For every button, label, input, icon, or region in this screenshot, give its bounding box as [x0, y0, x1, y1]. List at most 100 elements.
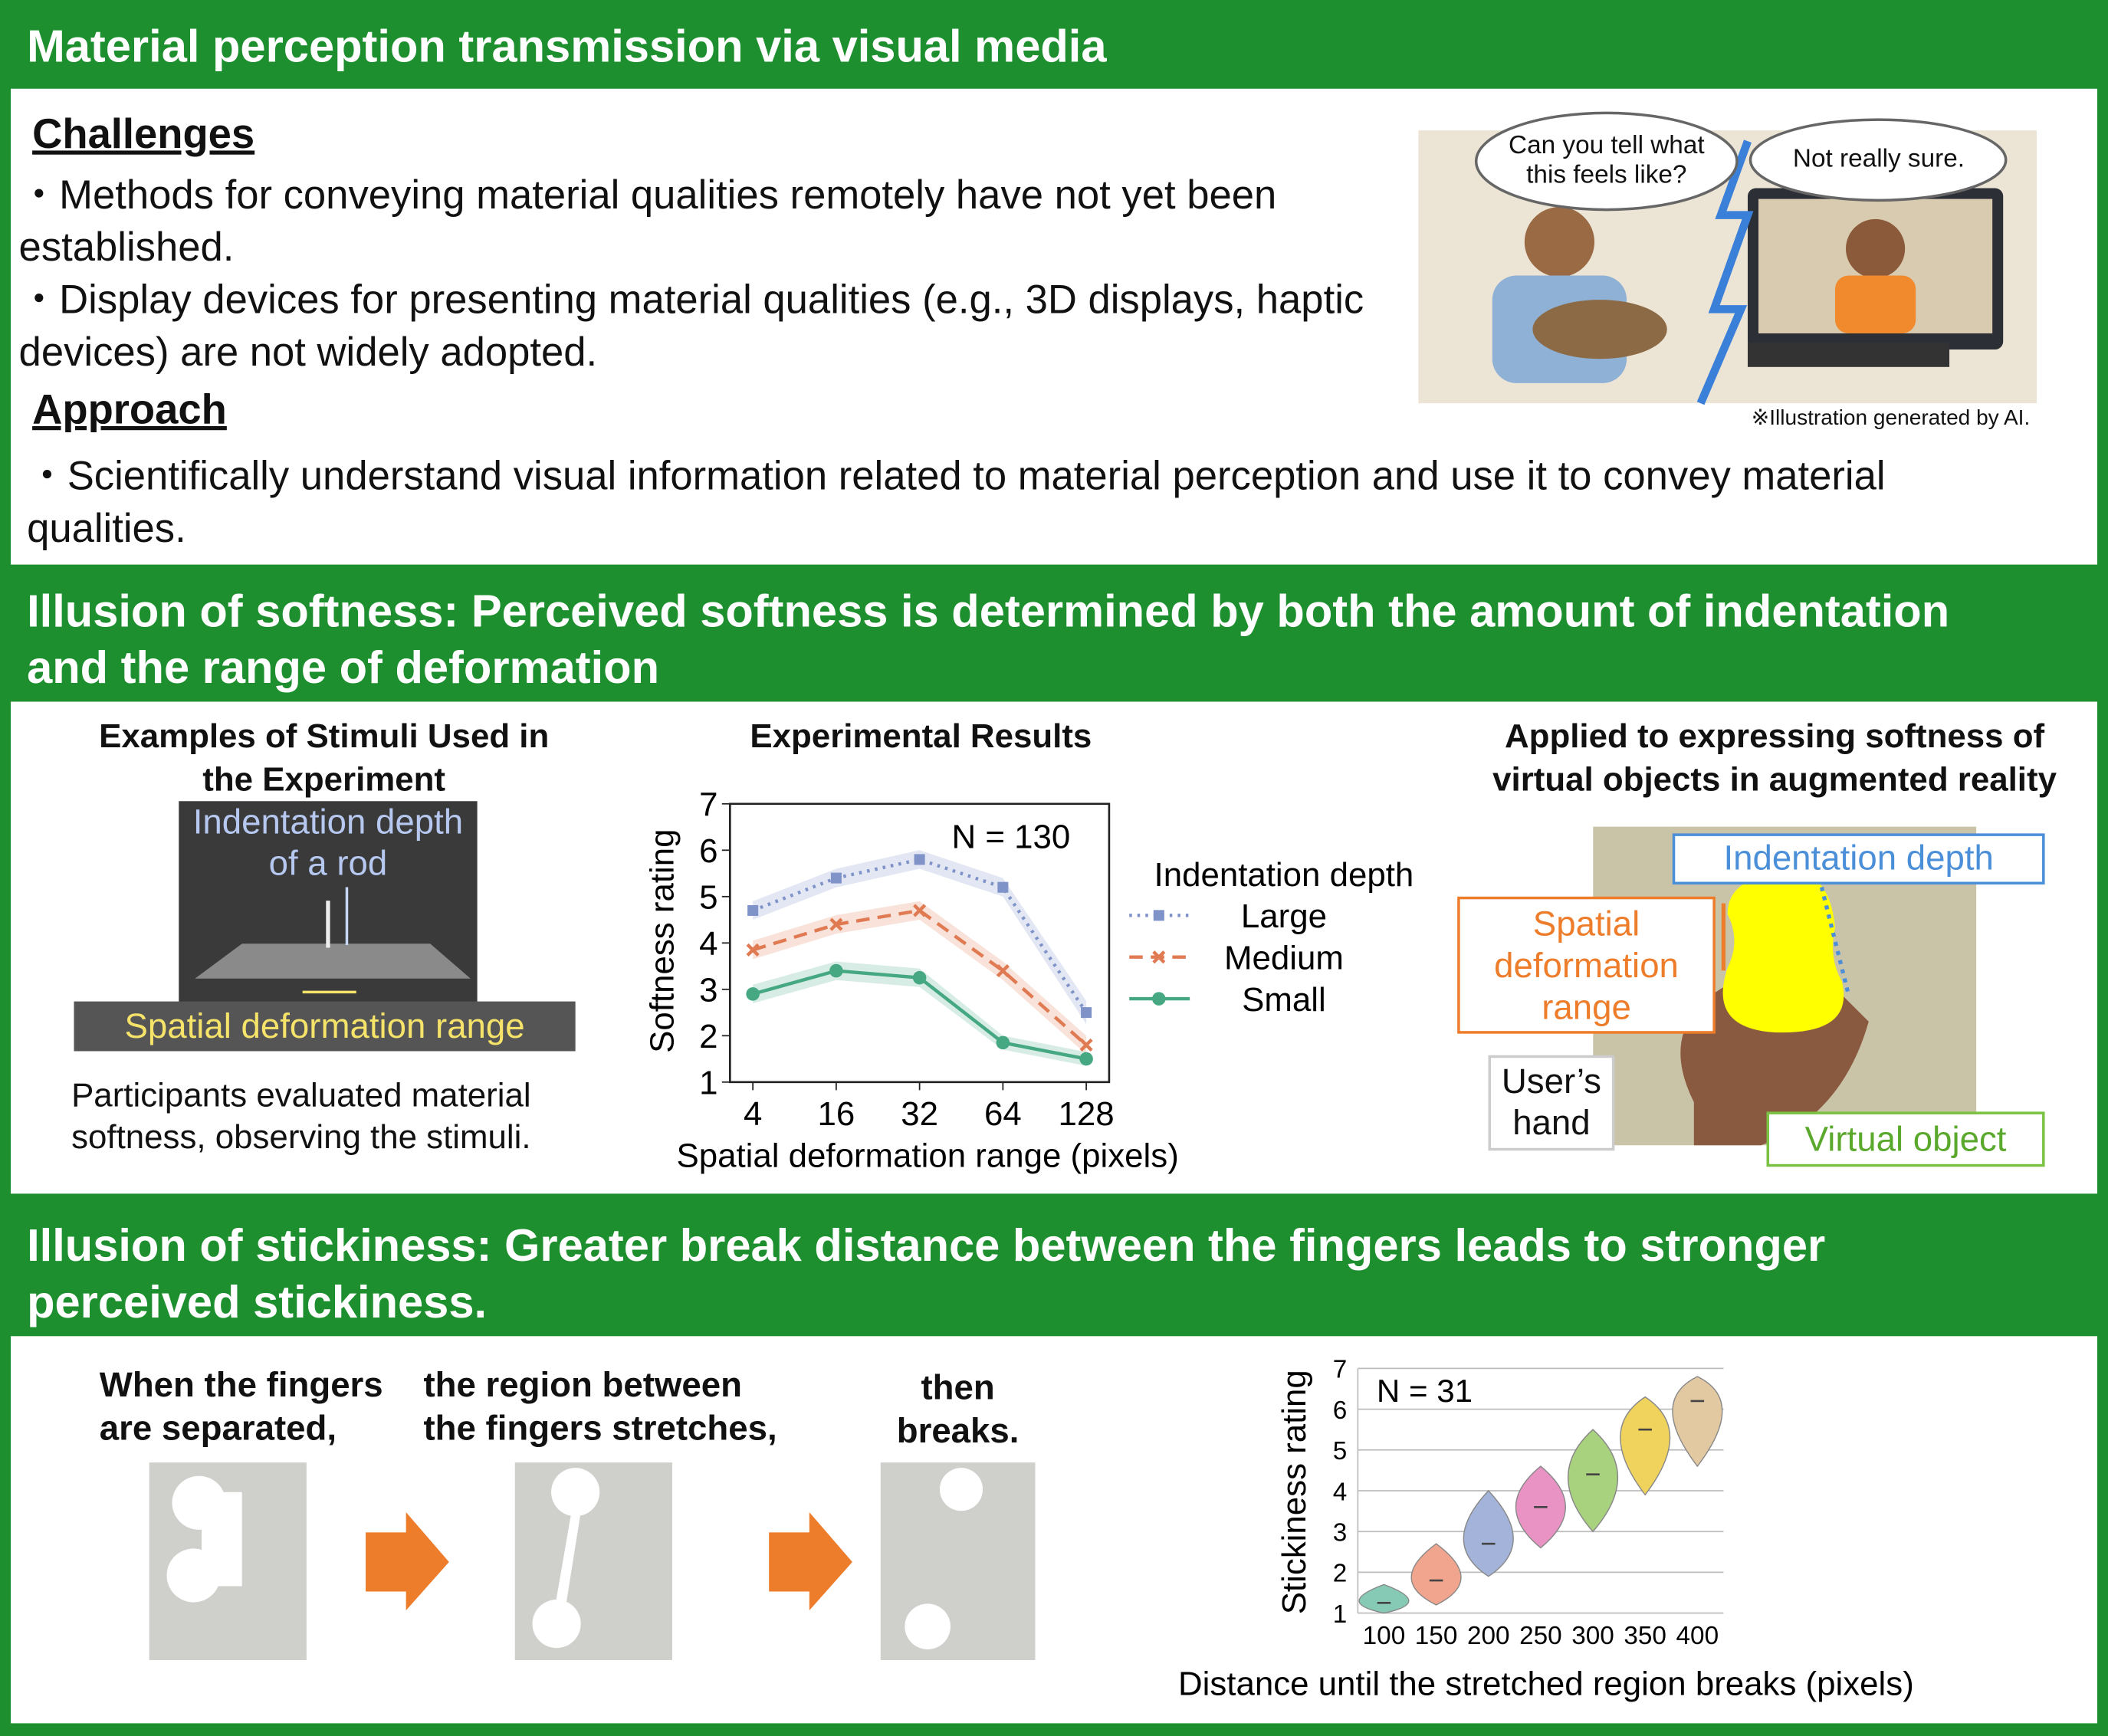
- label: Spatial deformation range: [124, 1005, 525, 1046]
- y-tick-label: 5: [699, 879, 717, 917]
- annotation: N = 130: [952, 819, 1071, 856]
- annotation: N = 31: [1377, 1373, 1473, 1409]
- legend-title: Indentation depth: [1154, 856, 1414, 894]
- label-strip: [74, 1001, 576, 1052]
- legend-label: Medium: [1224, 940, 1344, 977]
- violin: [1620, 1396, 1671, 1496]
- label: Spatial deformation range: [1494, 903, 1679, 1027]
- marker: [996, 964, 1010, 978]
- heading: Approach: [32, 386, 227, 433]
- marker: [1152, 950, 1166, 964]
- person: [1834, 275, 1916, 333]
- panel: [11, 1336, 2097, 1724]
- y-axis-label: Softness rating: [644, 829, 681, 1053]
- lightning: [1696, 139, 1754, 405]
- label: Indentation depth of a rod: [192, 801, 464, 884]
- y-tick-label: 2: [699, 1018, 717, 1055]
- furry-object: [1532, 300, 1667, 359]
- y-tick-label: 4: [1333, 1478, 1348, 1506]
- head: [1846, 218, 1906, 279]
- marker: [913, 904, 927, 917]
- marker: [912, 970, 927, 985]
- disc: [532, 1600, 581, 1649]
- marker: [746, 943, 760, 957]
- x-tick-label: 150: [1415, 1622, 1458, 1650]
- label-box: [1457, 896, 1716, 1034]
- subtitle: Examples of Stimuli Used in the Experime…: [99, 717, 550, 799]
- disc: [166, 1548, 221, 1603]
- section-title: Illusion of stickiness: Greater break di…: [27, 1220, 1826, 1328]
- violin: [1358, 1583, 1410, 1614]
- y-tick-label: 5: [1333, 1437, 1348, 1465]
- marker: [747, 904, 759, 916]
- section-title: Material perception transmission via vis…: [27, 21, 1107, 73]
- chart-title: Experimental Results: [750, 717, 1092, 756]
- label: Indentation depth: [1723, 837, 1994, 878]
- y-tick-label: 3: [699, 972, 717, 1009]
- violin: [1410, 1543, 1462, 1606]
- section-title: Illusion of softness: Perceived softness…: [27, 586, 1950, 694]
- caption: ※Illustration generated by AI.: [1751, 407, 2031, 431]
- marker: [1079, 1052, 1093, 1066]
- caption: Participants evaluated material softness…: [71, 1076, 531, 1157]
- x-tick-label: 128: [1059, 1095, 1115, 1133]
- error-band: [753, 901, 1087, 1055]
- stretch: [553, 1512, 581, 1613]
- x-axis-label: Spatial deformation range (pixels): [676, 1137, 1178, 1174]
- marker: [1152, 992, 1166, 1006]
- speech-bubble: [1474, 111, 1739, 212]
- marker: [830, 872, 842, 884]
- x-tick-label: 200: [1467, 1622, 1510, 1650]
- marker: [997, 881, 1009, 893]
- x-tick-label: 400: [1676, 1622, 1719, 1650]
- label: User’s hand: [1501, 1060, 1601, 1143]
- marker: [829, 917, 843, 931]
- error-band: [753, 850, 1087, 1025]
- marker: [996, 1035, 1010, 1050]
- marker: [1079, 1038, 1093, 1052]
- label: Virtual object: [1804, 1118, 2007, 1159]
- bullet: ・Methods for conveying material qualitie…: [18, 173, 1277, 271]
- bullet: ・Scientifically understand visual inform…: [27, 454, 1886, 552]
- x-tick-label: 16: [817, 1095, 855, 1133]
- disc: [939, 1468, 983, 1511]
- legend-label: Small: [1242, 981, 1326, 1019]
- virtual-object: [1722, 871, 1844, 1033]
- x-axis-label: Distance until the stretched region brea…: [1178, 1665, 1914, 1703]
- y-tick-label: 7: [1333, 1356, 1348, 1384]
- x-tick-label: 300: [1571, 1622, 1614, 1650]
- step-caption: When the fingers are separated,: [99, 1364, 383, 1448]
- x-tick-label: 32: [901, 1095, 938, 1133]
- x-tick-label: 250: [1519, 1622, 1562, 1650]
- label-box: [1488, 1055, 1615, 1151]
- series-line: [752, 908, 1088, 1047]
- violin: [1672, 1376, 1723, 1468]
- violin: [1568, 1429, 1618, 1533]
- y-tick-label: 6: [1333, 1396, 1348, 1425]
- head: [1524, 207, 1595, 277]
- marker: [829, 963, 843, 978]
- bullet: ・Display devices for presenting material…: [18, 278, 1364, 376]
- heading: Challenges: [32, 110, 255, 158]
- x-tick-label: 64: [984, 1095, 1022, 1133]
- y-tick-label: 1: [699, 1065, 717, 1102]
- marker: [1081, 1007, 1092, 1019]
- speech-bubble: [1748, 118, 2008, 202]
- marker: [914, 854, 925, 865]
- y-tick-label: 6: [699, 832, 717, 870]
- disc: [551, 1468, 600, 1517]
- arrow: [366, 1512, 449, 1611]
- stimulus-surface: [195, 943, 471, 979]
- x-tick-label: 4: [744, 1095, 762, 1133]
- violin: [1463, 1489, 1514, 1577]
- label-box: [1766, 1111, 2045, 1167]
- arrow: [769, 1512, 852, 1611]
- y-tick-label: 1: [1333, 1600, 1348, 1629]
- speech-text: Not really sure.: [1792, 145, 1965, 174]
- marker: [746, 987, 760, 1001]
- step-caption: then breaks.: [896, 1367, 1020, 1451]
- y-tick-label: 2: [1333, 1560, 1348, 1588]
